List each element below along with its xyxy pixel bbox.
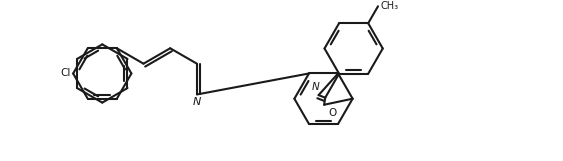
- Text: N: N: [312, 82, 320, 92]
- Text: N: N: [193, 97, 201, 107]
- Text: CH₃: CH₃: [380, 1, 399, 11]
- Text: O: O: [329, 108, 337, 118]
- Text: Cl: Cl: [60, 68, 70, 79]
